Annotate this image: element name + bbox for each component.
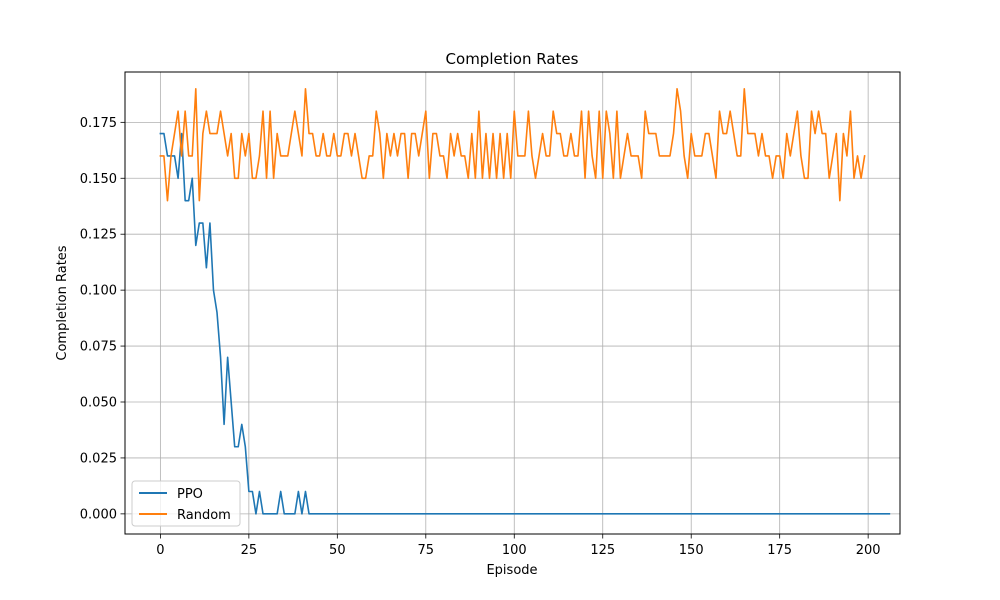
y-tick-label: 0.000 bbox=[80, 507, 117, 522]
y-axis-label: Completion Rates bbox=[55, 245, 70, 360]
y-tick-label: 0.125 bbox=[80, 228, 117, 243]
x-tick-label: 50 bbox=[329, 543, 346, 558]
x-axis-ticks: 0 25 50 75 100 125 150 175 200 bbox=[156, 534, 881, 558]
series-line-random bbox=[159, 87, 866, 202]
legend: PPO Random bbox=[131, 480, 241, 527]
y-tick-label: 0.150 bbox=[80, 172, 117, 187]
y-tick-label: 0.050 bbox=[80, 396, 117, 411]
plot-frame bbox=[124, 71, 901, 535]
series-line-ppo bbox=[159, 132, 891, 515]
x-tick-label: 200 bbox=[856, 543, 881, 558]
x-tick-label: 125 bbox=[590, 543, 615, 558]
legend-label-ppo: PPO bbox=[177, 487, 203, 502]
y-tick-label: 0.075 bbox=[80, 340, 117, 355]
series-lines bbox=[159, 87, 891, 515]
y-tick-label: 0.175 bbox=[80, 116, 117, 131]
legend-label-random: Random bbox=[177, 508, 231, 523]
chart-title: Completion Rates bbox=[446, 50, 579, 68]
y-tick-label: 0.100 bbox=[80, 284, 117, 299]
x-axis-label: Episode bbox=[486, 563, 537, 578]
x-tick-label: 25 bbox=[241, 543, 258, 558]
x-tick-label: 150 bbox=[679, 543, 704, 558]
x-tick-label: 175 bbox=[767, 543, 792, 558]
y-tick-label: 0.025 bbox=[80, 451, 117, 466]
x-tick-label: 75 bbox=[418, 543, 435, 558]
y-axis-ticks: 0.000 0.025 0.050 0.075 0.100 0.125 0.150 0.175 bbox=[80, 116, 125, 522]
x-tick-label: 0 bbox=[156, 543, 164, 558]
x-tick-label: 100 bbox=[502, 543, 527, 558]
